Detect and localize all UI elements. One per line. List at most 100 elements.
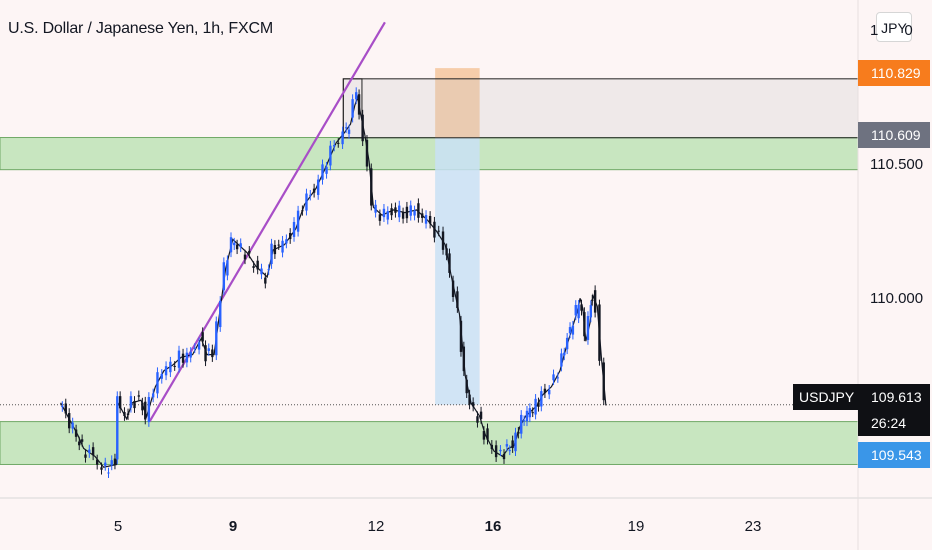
candle-body [409, 205, 412, 216]
candle-body [548, 389, 551, 395]
candle-body [211, 349, 214, 358]
candle-body [141, 402, 144, 411]
candle-body [413, 210, 416, 216]
candle-body [462, 346, 466, 372]
candle-body [68, 413, 71, 429]
time-label-12: 12 [367, 518, 385, 535]
candle-body [233, 242, 236, 246]
current-price-tag: 109.613 26:24 [858, 384, 930, 436]
target-price-tag: 110.829 [858, 60, 930, 86]
candle-body [433, 221, 436, 238]
candle-body [325, 166, 328, 174]
candle-body [270, 243, 273, 265]
candle-body [382, 208, 386, 218]
candle-body [133, 400, 136, 409]
candle-body [580, 304, 583, 311]
candle-body [329, 145, 332, 166]
candle-body [552, 374, 555, 381]
candle-body [222, 262, 226, 291]
candle-body [456, 291, 459, 309]
candle-body [116, 396, 119, 460]
candle-body [517, 431, 520, 434]
candle-body [292, 221, 296, 237]
candle-body [61, 406, 64, 408]
candle-body [499, 449, 502, 452]
stop-zone [435, 137, 480, 405]
candle-body [424, 215, 428, 224]
candle-body [256, 260, 259, 270]
candle-body [316, 179, 320, 195]
candle-body [305, 193, 308, 211]
time-label-5: 5 [113, 518, 123, 535]
candle-body [417, 203, 420, 218]
candle-body [177, 350, 181, 368]
candle-body [277, 244, 280, 246]
candle-body [465, 379, 468, 394]
candle-body [583, 312, 586, 337]
candle-body [508, 450, 511, 452]
price-label-110000: 110.000 [870, 290, 924, 307]
candle-body [113, 458, 117, 465]
candle-body [309, 194, 312, 196]
candle-body [181, 353, 185, 363]
candle-body [341, 131, 344, 145]
candle-body [534, 398, 537, 415]
candle-body [344, 127, 348, 129]
candle-body [321, 164, 324, 180]
candle-body [226, 260, 229, 276]
candle-body [468, 394, 471, 405]
candle-body [88, 449, 91, 454]
candle-body [347, 129, 351, 134]
candle-body [593, 290, 597, 313]
candle-body [479, 411, 483, 419]
supply-zone [0, 137, 859, 171]
stop-price-tag: 109.543 [858, 442, 930, 468]
candle-body [147, 397, 151, 423]
candle-body [361, 114, 364, 142]
candle-body [333, 144, 336, 147]
candle-body [476, 416, 479, 423]
candle-body [421, 213, 424, 218]
candle-body [428, 215, 432, 224]
candle-body [95, 459, 99, 465]
time-label-23: 23 [744, 518, 762, 535]
candle-body [91, 447, 95, 456]
candle-body [540, 391, 543, 407]
candle-body [574, 305, 577, 316]
candle-body [260, 268, 263, 275]
plot-background [0, 0, 858, 498]
candle-body [351, 99, 354, 118]
candle-body [193, 348, 196, 350]
candle-body [357, 94, 361, 115]
candle-body [169, 361, 172, 373]
candle-body [100, 467, 103, 470]
candle-body [80, 439, 84, 442]
candle-body [104, 462, 107, 466]
candle-body [219, 300, 222, 328]
candle-body [374, 204, 377, 213]
time-label-19: 19 [627, 518, 645, 535]
candle-body [337, 142, 340, 144]
candle-body [189, 351, 192, 358]
candle-body [448, 253, 451, 273]
candle-body [543, 388, 547, 394]
candle-body [459, 320, 463, 352]
bar-countdown: 26:24 [871, 415, 907, 431]
candle-body [560, 353, 563, 367]
currency-button[interactable]: JPY [876, 12, 912, 42]
candle-body [151, 393, 155, 398]
candle-body [126, 413, 130, 416]
candle-body [365, 139, 369, 167]
candle-body [118, 396, 122, 409]
candle-body [370, 168, 373, 206]
candle-body [528, 408, 532, 418]
demand-zone [0, 421, 859, 465]
candle-body [598, 304, 601, 361]
candle-body [267, 269, 270, 271]
candle-body [78, 441, 81, 446]
candle-body [285, 239, 288, 244]
candle-body [207, 348, 210, 351]
